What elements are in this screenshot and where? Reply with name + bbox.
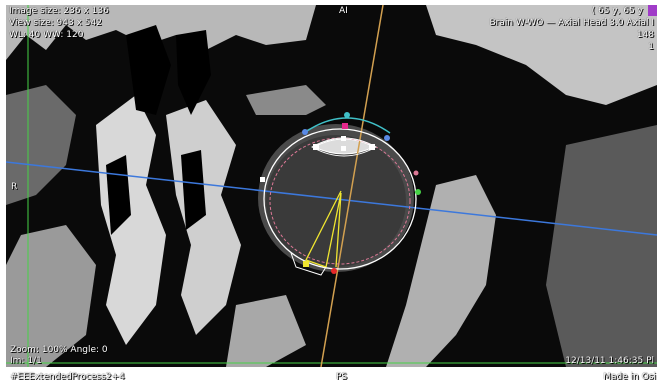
viewer-footer: #EEExtendedProcess2+4 PS Made in Osi xyxy=(0,367,663,386)
handle-red[interactable] xyxy=(331,268,337,274)
datetime-text: 12/13/11 1:46:35 Pl xyxy=(565,356,654,366)
measurement-bracket xyxy=(290,252,327,276)
handle-cornea-right[interactable] xyxy=(384,135,390,141)
handle-lens-center[interactable] xyxy=(341,146,346,151)
handle-pink[interactable] xyxy=(413,170,419,176)
handle-lens-right[interactable] xyxy=(369,144,375,150)
image-count-text: 1 xyxy=(648,42,654,52)
made-in-text: Made in Osi xyxy=(603,372,656,382)
orientation-bottom-label: PS xyxy=(336,372,348,382)
window-level-text: WL: 40 WW: 120 xyxy=(9,30,84,40)
handle-lens-top[interactable] xyxy=(341,136,346,141)
orange-plane-line xyxy=(320,5,384,367)
image-index-text: Im: 1/1 xyxy=(10,356,42,366)
handle-cornea-left[interactable] xyxy=(302,129,308,135)
ct-image-viewport[interactable]: Image size: 236 x 136 View size: 943 x 5… xyxy=(6,5,657,367)
image-size-text: Image size: 236 x 136 xyxy=(9,6,109,16)
zoom-angle-text: Zoom: 100% Angle: 0 xyxy=(10,345,108,355)
lens-contour xyxy=(310,137,378,157)
orientation-left-label: R xyxy=(11,182,18,192)
globe-outline-roi xyxy=(263,128,417,270)
handle-yellow[interactable] xyxy=(303,261,309,267)
view-size-text: View size: 943 x 542 xyxy=(9,18,102,28)
colored-square-icon xyxy=(648,5,657,16)
handle-lens-left[interactable] xyxy=(313,144,319,150)
retina-roi xyxy=(269,137,411,265)
handle-cornea-top[interactable] xyxy=(344,112,350,118)
process-label: #EEExtendedProcess2+4 xyxy=(10,372,125,382)
orientation-top-label: AI xyxy=(339,6,348,16)
handle-globe-left[interactable] xyxy=(260,177,265,182)
series-number-text: 148 xyxy=(636,30,654,40)
blue-plane-line xyxy=(6,161,657,236)
handle-magenta[interactable] xyxy=(342,123,348,129)
handle-green[interactable] xyxy=(415,189,421,195)
patient-info-text: ( 65 y, 65 y xyxy=(591,6,643,16)
series-description-text: Brain W-WO — Axial Head 3.0 Axial I xyxy=(489,18,654,28)
